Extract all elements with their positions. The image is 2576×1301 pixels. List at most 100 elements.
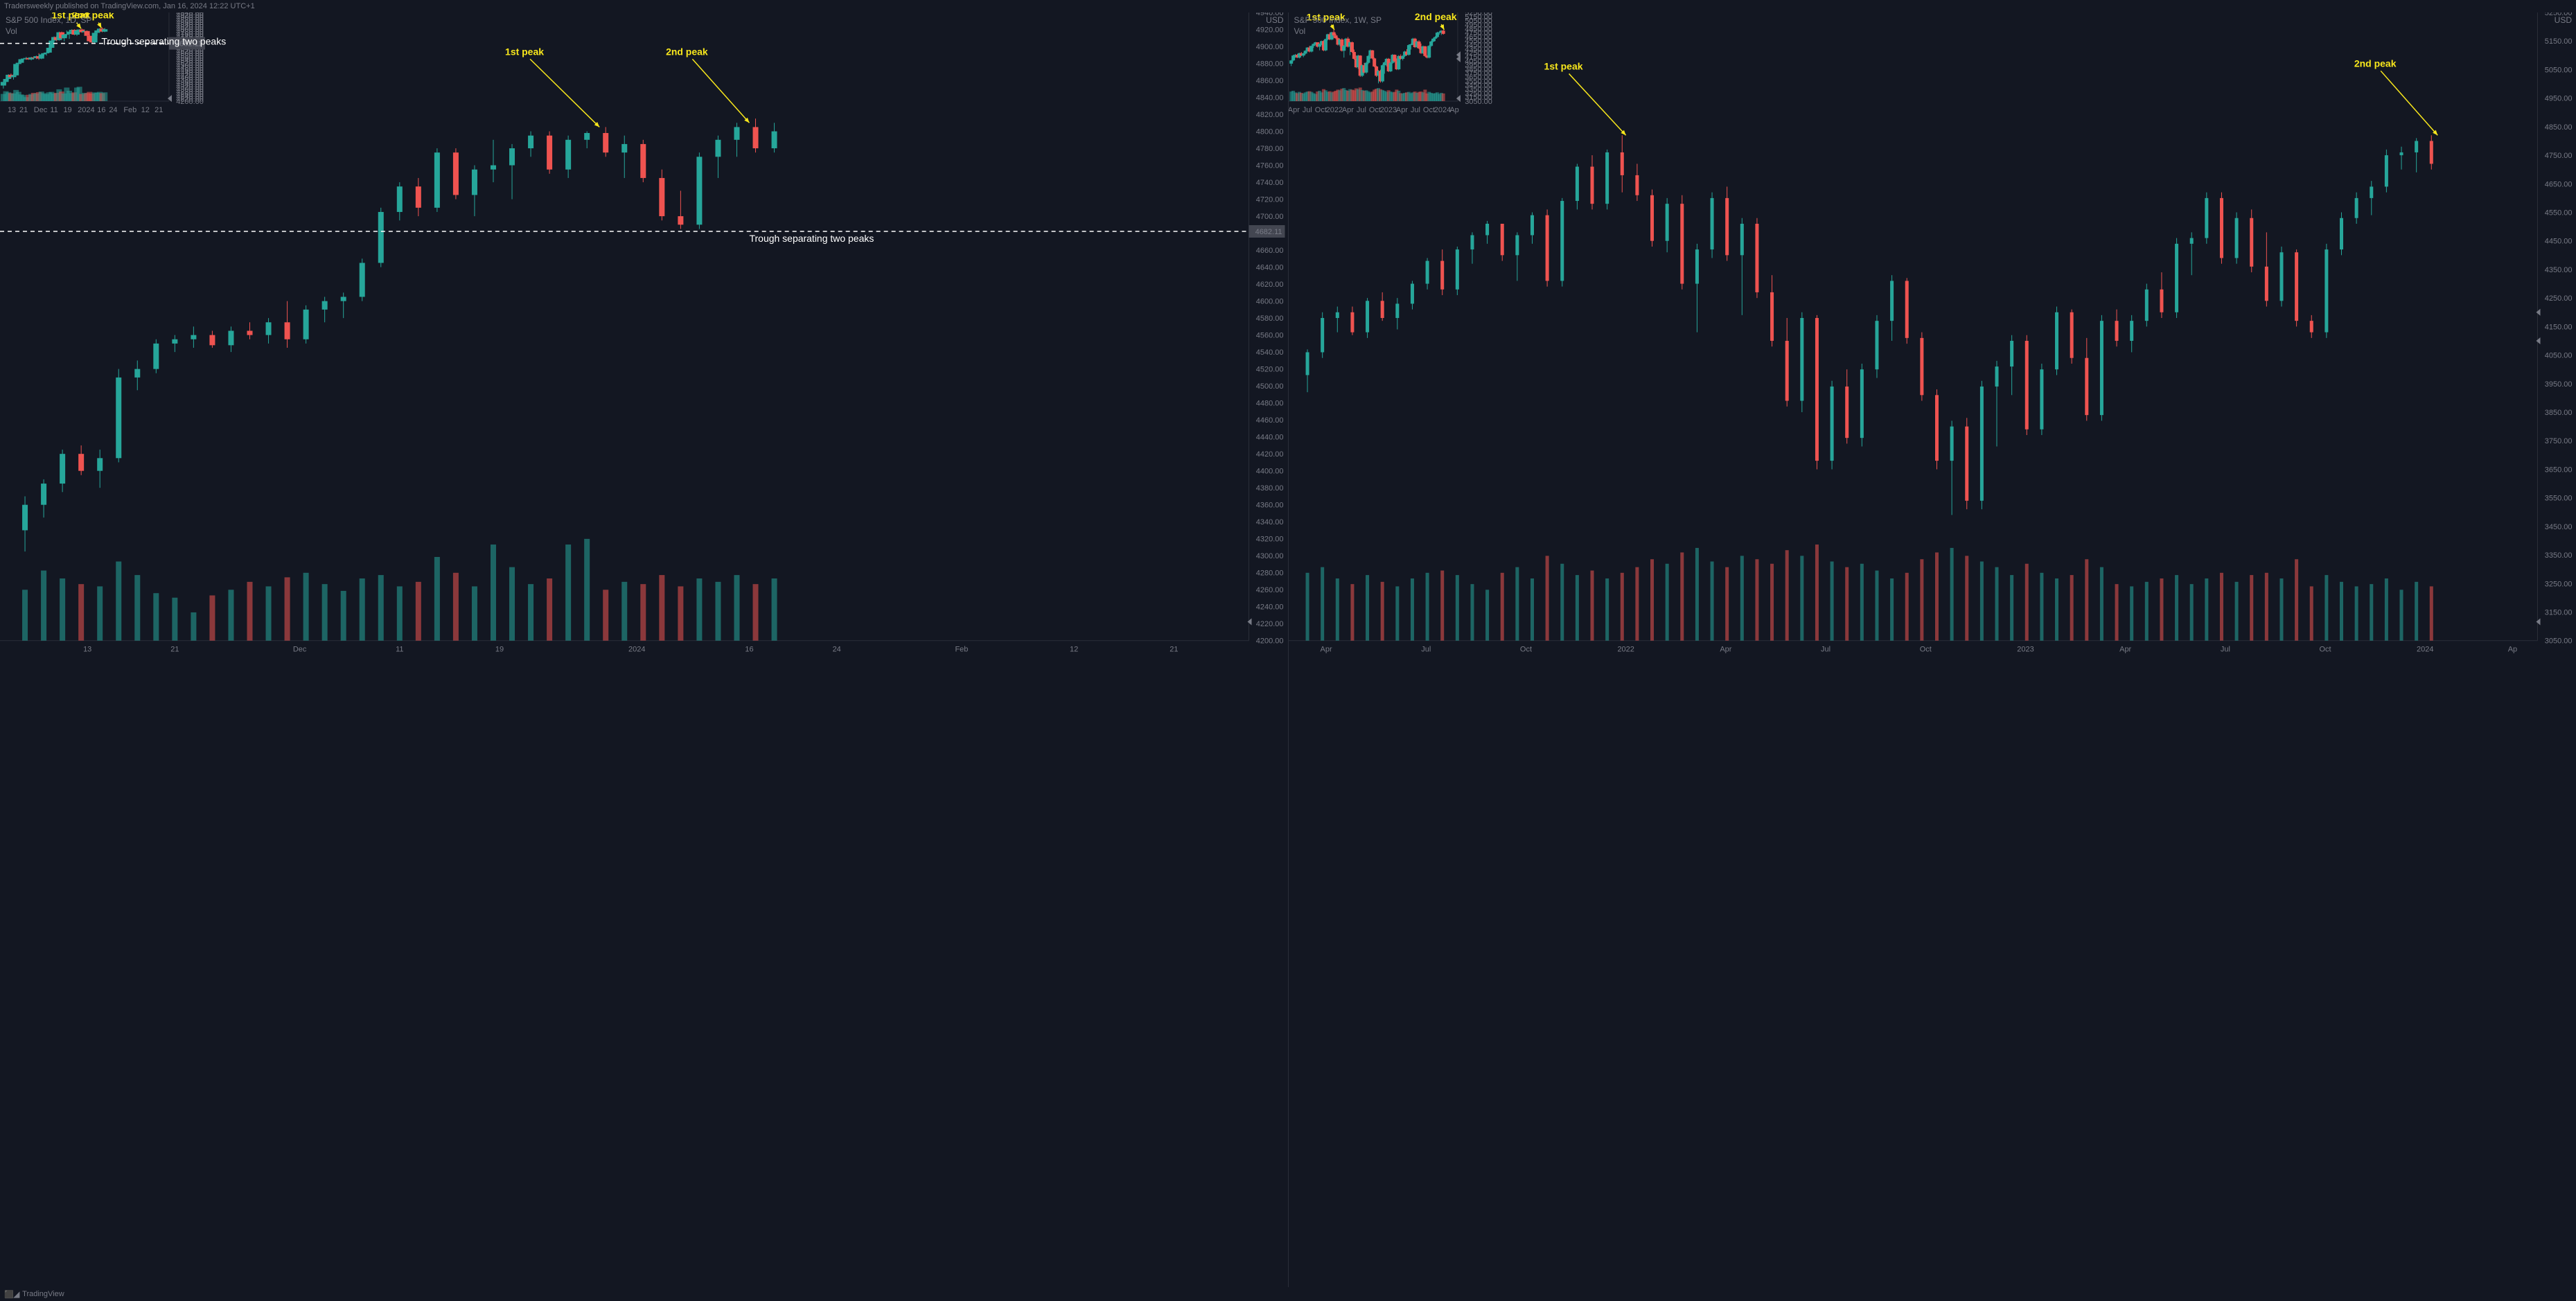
right-vol-label: Vol <box>1294 26 1382 36</box>
svg-text:Ap: Ap <box>1449 106 1458 114</box>
svg-text:Jul: Jul <box>2220 646 2230 654</box>
svg-text:3050.00: 3050.00 <box>2544 637 2572 646</box>
svg-text:Apr: Apr <box>1289 106 1300 114</box>
svg-text:4560.00: 4560.00 <box>1256 332 1284 340</box>
svg-text:2024: 2024 <box>2417 646 2433 654</box>
svg-text:13: 13 <box>8 106 16 114</box>
svg-text:5250.00: 5250.00 <box>1465 12 1492 17</box>
svg-text:2024: 2024 <box>78 106 94 114</box>
svg-text:5150.00: 5150.00 <box>2544 37 2572 46</box>
svg-text:4750.00: 4750.00 <box>2544 152 2572 160</box>
svg-text:Feb: Feb <box>123 106 136 114</box>
svg-text:Oct: Oct <box>1519 646 1531 654</box>
svg-text:4800.00: 4800.00 <box>1256 128 1284 136</box>
svg-text:Feb: Feb <box>955 646 968 654</box>
svg-text:4700.00: 4700.00 <box>1256 213 1284 221</box>
svg-text:Apr: Apr <box>1341 106 1353 114</box>
svg-text:Jul: Jul <box>1410 106 1420 114</box>
svg-text:4580.00: 4580.00 <box>1256 315 1284 323</box>
svg-text:4850.00: 4850.00 <box>2544 123 2572 132</box>
svg-text:21: 21 <box>1170 646 1178 654</box>
svg-text:4440.00: 4440.00 <box>1256 434 1284 442</box>
svg-text:3950.00: 3950.00 <box>2544 380 2572 389</box>
svg-text:1st peak: 1st peak <box>505 46 544 57</box>
svg-text:3250.00: 3250.00 <box>2544 580 2572 588</box>
footer: ⬛◢ TradingView <box>0 1287 2576 1301</box>
svg-text:4550.00: 4550.00 <box>2544 209 2572 218</box>
svg-text:4740.00: 4740.00 <box>1256 179 1284 187</box>
svg-text:4220.00: 4220.00 <box>1256 620 1284 628</box>
svg-text:4450.00: 4450.00 <box>2544 238 2572 246</box>
svg-text:4540.00: 4540.00 <box>1256 348 1284 357</box>
svg-text:4320.00: 4320.00 <box>1256 536 1284 544</box>
right-chart-panel[interactable]: S&P 500 Index, 1W, SP Vol USD 3050.00 315… <box>1289 12 2576 1287</box>
svg-text:4760.00: 4760.00 <box>1256 162 1284 170</box>
right-chart-svg[interactable]: 3050.003150.003250.003350.003450.003550.… <box>1289 12 2576 656</box>
svg-text:24: 24 <box>833 646 841 654</box>
svg-text:21: 21 <box>170 646 179 654</box>
svg-text:4200.00: 4200.00 <box>1256 637 1284 646</box>
svg-text:Oct: Oct <box>1368 106 1380 114</box>
svg-text:Jul: Jul <box>1821 646 1830 654</box>
svg-text:2024: 2024 <box>1433 106 1450 114</box>
svg-text:19: 19 <box>63 106 71 114</box>
left-chart-header: S&P 500 Index, 1D, SP Vol <box>6 15 92 36</box>
svg-text:24: 24 <box>109 106 117 114</box>
svg-text:4650.00: 4650.00 <box>2544 180 2572 188</box>
left-vol-label: Vol <box>6 26 92 36</box>
svg-text:2023: 2023 <box>1379 106 1396 114</box>
svg-text:Dec: Dec <box>293 646 307 654</box>
svg-text:4682.11: 4682.11 <box>1255 228 1282 236</box>
svg-text:3150.00: 3150.00 <box>2544 609 2572 617</box>
svg-text:4460.00: 4460.00 <box>1256 416 1284 425</box>
svg-text:4950.00: 4950.00 <box>2544 95 2572 103</box>
svg-text:4720.00: 4720.00 <box>1256 196 1284 204</box>
svg-text:Apr: Apr <box>1320 646 1332 654</box>
svg-text:2nd peak: 2nd peak <box>1414 12 1456 22</box>
svg-text:4880.00: 4880.00 <box>1256 60 1284 69</box>
svg-text:4340.00: 4340.00 <box>1256 518 1284 526</box>
svg-text:3350.00: 3350.00 <box>2544 551 2572 560</box>
svg-text:4420.00: 4420.00 <box>1256 450 1284 459</box>
svg-text:4240.00: 4240.00 <box>1256 603 1284 612</box>
svg-text:19: 19 <box>495 646 504 654</box>
publish-info: Tradersweekly published on TradingView.c… <box>0 0 259 12</box>
svg-text:4150.00: 4150.00 <box>2544 323 2572 331</box>
svg-text:4780.00: 4780.00 <box>1256 145 1284 153</box>
svg-text:4260.00: 4260.00 <box>1256 586 1284 594</box>
svg-text:Dec: Dec <box>34 106 48 114</box>
svg-text:5050.00: 5050.00 <box>2544 66 2572 74</box>
svg-text:2022: 2022 <box>1325 106 1342 114</box>
right-chart-header: S&P 500 Index, 1W, SP Vol <box>1294 15 1382 36</box>
svg-text:Apr: Apr <box>2119 646 2131 654</box>
charts-row: S&P 500 Index, 1D, SP Vol USD 4200.00 422… <box>0 0 2576 1287</box>
svg-text:2nd peak: 2nd peak <box>2354 57 2396 69</box>
svg-text:4360.00: 4360.00 <box>1256 502 1284 510</box>
left-chart-title: S&P 500 Index, 1D, SP <box>6 15 92 25</box>
svg-text:13: 13 <box>83 646 91 654</box>
svg-text:4050.00: 4050.00 <box>2544 352 2572 360</box>
svg-text:Apr: Apr <box>1395 106 1407 114</box>
svg-text:4660.00: 4660.00 <box>1256 247 1284 255</box>
svg-text:4520.00: 4520.00 <box>1256 366 1284 374</box>
svg-text:21: 21 <box>19 106 28 114</box>
footer-brand: TradingView <box>22 1290 64 1298</box>
svg-text:3650.00: 3650.00 <box>2544 466 2572 474</box>
svg-text:Oct: Oct <box>1422 106 1434 114</box>
left-chart-panel[interactable]: S&P 500 Index, 1D, SP Vol USD 4200.00422… <box>0 12 1289 1287</box>
svg-text:11: 11 <box>50 106 58 114</box>
svg-text:1st peak: 1st peak <box>1544 60 1582 71</box>
right-usd-label: USD <box>2555 15 2572 25</box>
svg-text:Oct: Oct <box>1314 106 1326 114</box>
svg-text:2024: 2024 <box>628 646 645 654</box>
svg-text:2nd peak: 2nd peak <box>666 46 708 57</box>
svg-text:4860.00: 4860.00 <box>1256 77 1284 85</box>
svg-text:3750.00: 3750.00 <box>2544 437 2572 445</box>
svg-text:4300.00: 4300.00 <box>1256 552 1284 560</box>
svg-text:Trough separating two peaks: Trough separating two peaks <box>101 36 226 47</box>
tradingview-logo-icon: ⬛◢ <box>4 1290 19 1299</box>
svg-text:3850.00: 3850.00 <box>2544 409 2572 417</box>
svg-text:4900.00: 4900.00 <box>1256 43 1284 51</box>
svg-text:4600.00: 4600.00 <box>1256 298 1284 306</box>
left-chart-svg[interactable]: 4200.004220.004240.004260.004280.004300.… <box>0 12 1287 656</box>
